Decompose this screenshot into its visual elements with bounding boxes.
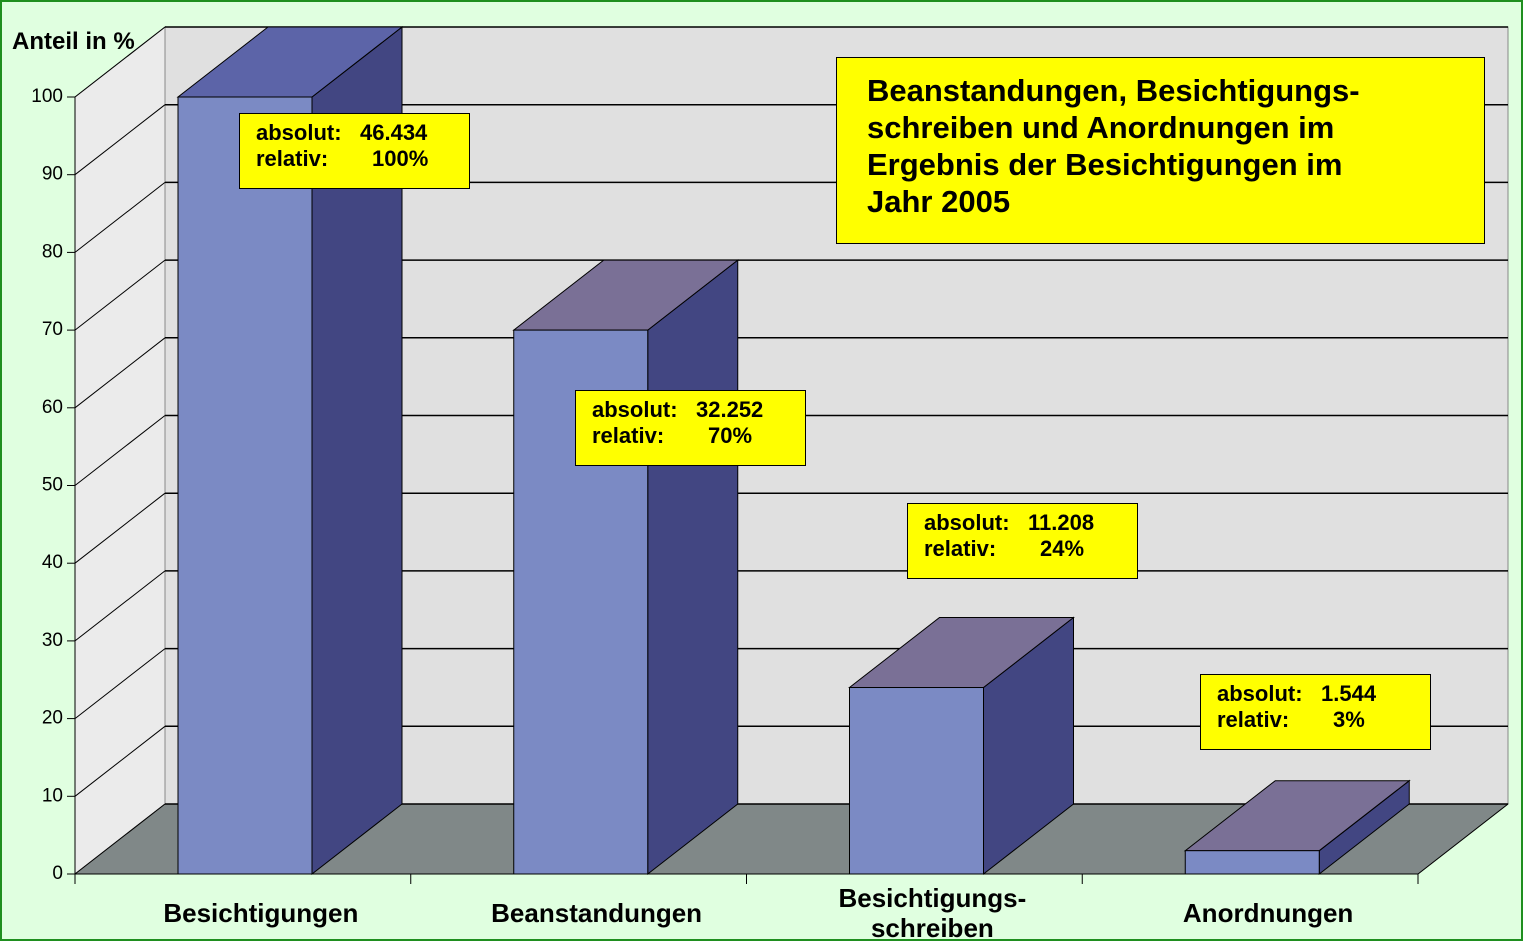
bar — [177, 96, 313, 875]
title-line: Ergebnis der Besichtigungen im — [867, 147, 1343, 182]
data-label: absolut: 32.252 relativ: 70% — [575, 390, 806, 466]
y-tick-label: 60 — [42, 397, 63, 418]
grid-line — [74, 26, 166, 98]
y-tick-label: 100 — [31, 86, 63, 107]
grid-line — [74, 648, 166, 719]
label-prefix: relativ: — [924, 536, 997, 561]
y-tick-label: 80 — [42, 241, 63, 262]
grid-line — [74, 725, 166, 797]
grid-line — [74, 415, 166, 486]
label-row: absolut: 11.208 — [924, 510, 1137, 536]
x-tick-label: Beanstandungen — [491, 898, 703, 928]
bar — [849, 687, 984, 875]
value-label: 100% — [372, 146, 429, 171]
label-prefix: relativ: — [256, 146, 329, 171]
grid-line — [74, 182, 166, 253]
data-label: absolut: 11.208 relativ: 24% — [907, 503, 1138, 579]
absolute-label: 32.252 — [696, 397, 764, 422]
bar — [1184, 850, 1320, 875]
label-row: absolut: 32.252 — [592, 397, 805, 423]
absolute-label: 1.544 — [1321, 681, 1377, 706]
label-row: relativ: 100% — [256, 146, 469, 172]
label-row: relativ: 3% — [1217, 707, 1430, 733]
floor-edge — [1417, 803, 1509, 875]
y-tick-label: 10 — [42, 785, 63, 806]
y-tick-label: 70 — [42, 319, 63, 340]
label-row: absolut: 46.434 — [256, 120, 469, 146]
label-row: absolut: 1.544 — [1217, 681, 1430, 707]
y-tick-label: 30 — [42, 630, 63, 651]
bar-side — [647, 259, 739, 876]
y-tick-label: 0 — [52, 863, 63, 884]
title-line: schreiben und Anordnungen im — [867, 110, 1335, 145]
y-tick-label: 20 — [42, 708, 63, 729]
y-axis-label: Anteil in % — [12, 28, 135, 55]
y-tick-label: 90 — [42, 164, 63, 185]
label-prefix: absolut: — [256, 120, 342, 145]
x-tick-label: Besichtigungs- schreiben — [838, 883, 1027, 941]
label-row: relativ: 24% — [924, 536, 1137, 562]
label-prefix: absolut: — [924, 510, 1010, 535]
label-prefix: absolut: — [1217, 681, 1303, 706]
value-label: 3% — [1333, 707, 1365, 732]
data-label: absolut: 1.544 relativ: 3% — [1200, 674, 1431, 750]
data-label: absolut: 46.434 relativ: 100% — [239, 113, 470, 189]
grid-line — [74, 104, 166, 176]
label-row: relativ: 70% — [592, 423, 805, 449]
value-label: 24% — [1040, 536, 1085, 561]
title-box: Beanstandungen, Besichtigungs-schreiben … — [836, 57, 1485, 244]
title-line: Beanstandungen, Besichtigungs- — [867, 73, 1360, 108]
label-prefix: absolut: — [592, 397, 678, 422]
absolute-label: 11.208 — [1028, 510, 1095, 535]
y-tick-label: 40 — [42, 552, 63, 573]
x-tick-label: Anordnungen — [1182, 898, 1354, 928]
grid-line — [74, 259, 166, 331]
absolute-label: 46.434 — [360, 120, 428, 145]
label-prefix: relativ: — [592, 423, 665, 448]
grid-line — [74, 570, 166, 642]
grid-line — [74, 803, 166, 875]
grid-line — [74, 492, 166, 564]
y-tick-label: 50 — [42, 475, 63, 496]
x-tick-label: Besichtigungen — [163, 898, 359, 928]
title-line: Jahr 2005 — [867, 184, 1011, 219]
value-label: 70% — [708, 423, 753, 448]
label-prefix: relativ: — [1217, 707, 1290, 732]
grid-line — [74, 337, 166, 409]
